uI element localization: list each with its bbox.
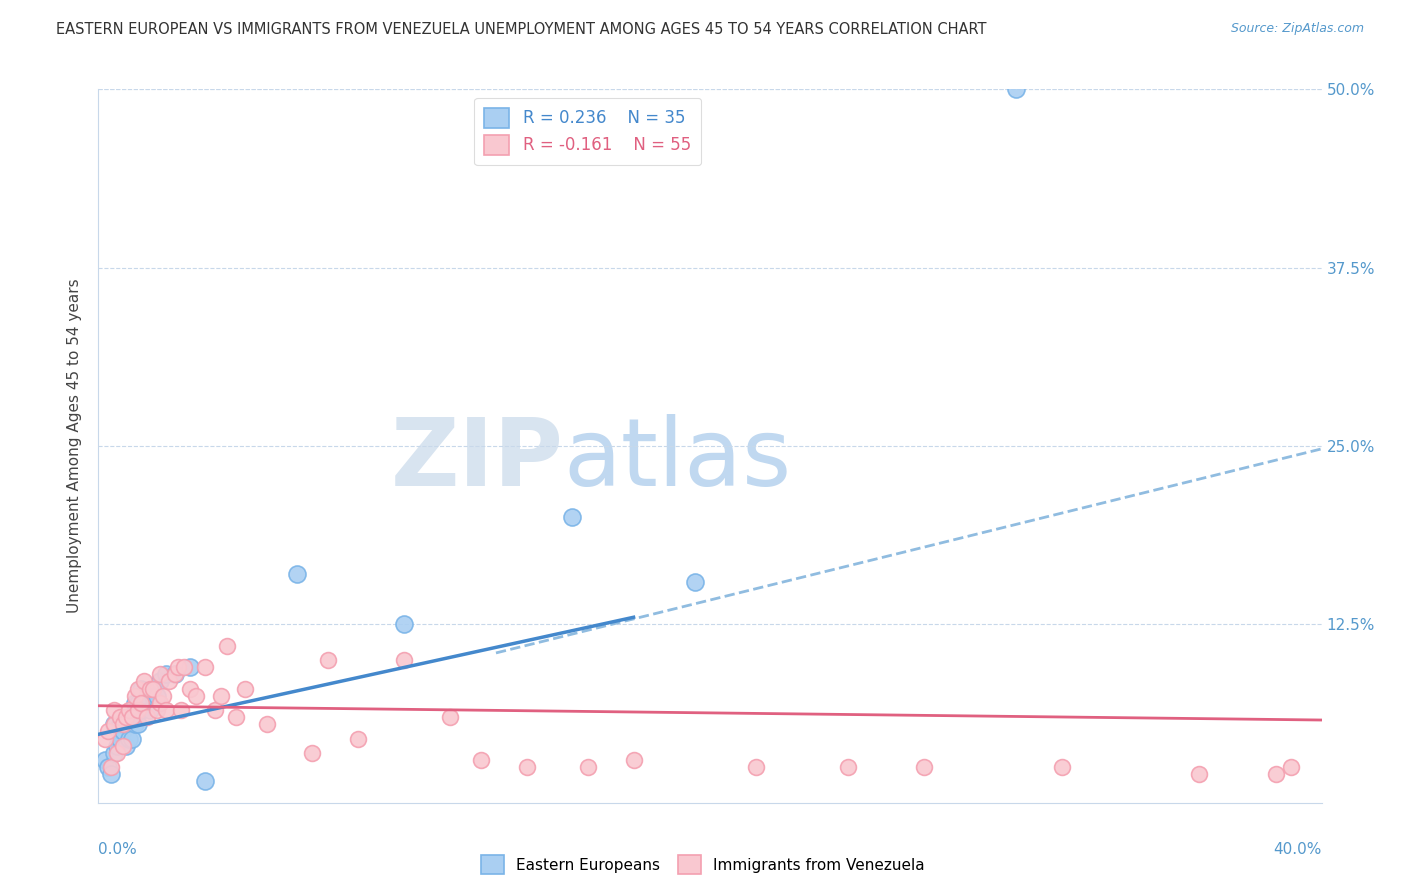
Point bbox=[301, 746, 323, 760]
Point bbox=[103, 703, 125, 717]
Point bbox=[124, 689, 146, 703]
Point bbox=[103, 717, 125, 731]
Point bbox=[209, 689, 232, 703]
Point bbox=[121, 731, 143, 746]
Point bbox=[127, 696, 149, 710]
Point bbox=[97, 724, 120, 739]
Point bbox=[256, 717, 278, 731]
Point bbox=[145, 689, 167, 703]
Point bbox=[100, 760, 122, 774]
Point bbox=[316, 653, 339, 667]
Point bbox=[347, 731, 370, 746]
Point bbox=[215, 639, 238, 653]
Point bbox=[152, 689, 174, 703]
Point bbox=[108, 731, 131, 746]
Point bbox=[145, 703, 167, 717]
Point bbox=[1264, 767, 1286, 781]
Point bbox=[105, 739, 128, 753]
Point bbox=[136, 710, 159, 724]
Point bbox=[912, 760, 935, 774]
Point bbox=[93, 731, 115, 746]
Point bbox=[392, 653, 416, 667]
Point bbox=[118, 731, 141, 746]
Text: EASTERN EUROPEAN VS IMMIGRANTS FROM VENEZUELA UNEMPLOYMENT AMONG AGES 45 TO 54 Y: EASTERN EUROPEAN VS IMMIGRANTS FROM VENE… bbox=[56, 22, 987, 37]
Point bbox=[105, 746, 128, 760]
Point bbox=[127, 703, 149, 717]
Point bbox=[121, 710, 143, 724]
Point bbox=[118, 703, 141, 717]
Point bbox=[1050, 760, 1073, 774]
Point bbox=[179, 681, 201, 696]
Point bbox=[233, 681, 256, 696]
Point bbox=[134, 674, 156, 689]
Text: ZIP: ZIP bbox=[391, 414, 564, 507]
Point bbox=[139, 681, 162, 696]
Point bbox=[115, 710, 138, 724]
Point bbox=[194, 774, 217, 789]
Point bbox=[576, 760, 599, 774]
Point bbox=[108, 717, 131, 731]
Text: 0.0%: 0.0% bbox=[98, 842, 138, 857]
Text: Source: ZipAtlas.com: Source: ZipAtlas.com bbox=[1230, 22, 1364, 36]
Point bbox=[1188, 767, 1211, 781]
Legend: Eastern Europeans, Immigrants from Venezuela: Eastern Europeans, Immigrants from Venez… bbox=[475, 849, 931, 880]
Point bbox=[179, 660, 201, 674]
Point bbox=[111, 739, 134, 753]
Point bbox=[155, 667, 177, 681]
Point bbox=[194, 660, 217, 674]
Point bbox=[163, 667, 186, 681]
Point bbox=[170, 703, 193, 717]
Point bbox=[127, 717, 149, 731]
Point bbox=[124, 696, 146, 710]
Point bbox=[129, 703, 152, 717]
Point bbox=[186, 689, 208, 703]
Point bbox=[97, 760, 120, 774]
Point bbox=[142, 689, 165, 703]
Point bbox=[149, 696, 172, 710]
Point bbox=[100, 767, 122, 781]
Point bbox=[204, 703, 226, 717]
Point bbox=[225, 710, 247, 724]
Point bbox=[745, 760, 768, 774]
Point bbox=[108, 710, 131, 724]
Point bbox=[115, 717, 138, 731]
Point bbox=[149, 667, 172, 681]
Point bbox=[103, 717, 125, 731]
Point bbox=[155, 703, 177, 717]
Point bbox=[285, 567, 308, 582]
Point bbox=[561, 510, 583, 524]
Text: atlas: atlas bbox=[564, 414, 792, 507]
Point bbox=[115, 739, 138, 753]
Point bbox=[118, 710, 141, 724]
Point bbox=[139, 703, 162, 717]
Point bbox=[129, 696, 152, 710]
Point bbox=[167, 660, 190, 674]
Point bbox=[111, 717, 134, 731]
Point bbox=[124, 717, 146, 731]
Legend: R = 0.236    N = 35, R = -0.161    N = 55: R = 0.236 N = 35, R = -0.161 N = 55 bbox=[474, 97, 702, 165]
Point bbox=[516, 760, 538, 774]
Point bbox=[1279, 760, 1302, 774]
Point bbox=[173, 660, 195, 674]
Point bbox=[149, 674, 172, 689]
Point bbox=[134, 696, 156, 710]
Point bbox=[136, 689, 159, 703]
Point bbox=[129, 681, 152, 696]
Point bbox=[111, 724, 134, 739]
Point bbox=[93, 753, 115, 767]
Point bbox=[142, 681, 165, 696]
Point bbox=[837, 760, 859, 774]
Point bbox=[163, 667, 186, 681]
Point bbox=[470, 753, 492, 767]
Point bbox=[683, 574, 706, 589]
Point bbox=[623, 753, 645, 767]
Point bbox=[392, 617, 416, 632]
Point bbox=[127, 681, 149, 696]
Point bbox=[439, 710, 461, 724]
Point bbox=[157, 674, 180, 689]
Point bbox=[1004, 82, 1026, 96]
Point bbox=[103, 746, 125, 760]
Y-axis label: Unemployment Among Ages 45 to 54 years: Unemployment Among Ages 45 to 54 years bbox=[67, 278, 83, 614]
Text: 40.0%: 40.0% bbox=[1274, 842, 1322, 857]
